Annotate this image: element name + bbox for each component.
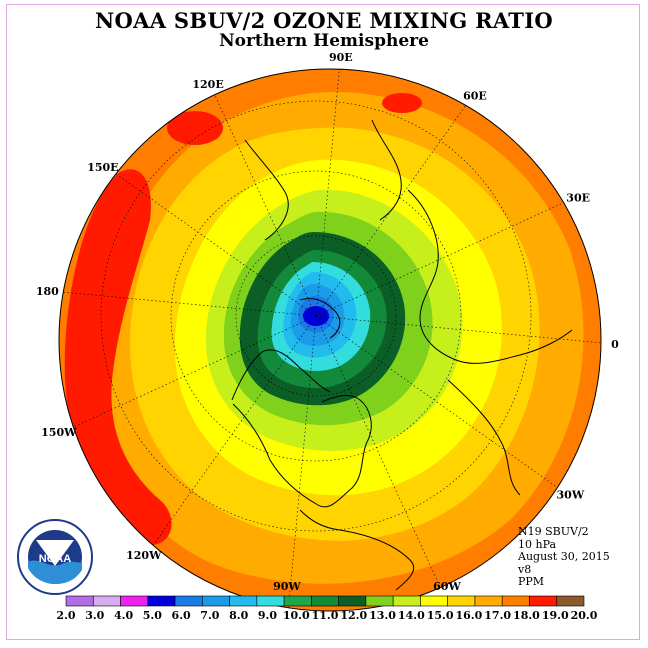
longitude-label-0: 90E bbox=[329, 51, 353, 64]
image-frame bbox=[6, 4, 640, 640]
meridian-0 bbox=[315, 69, 340, 317]
meridian-11 bbox=[214, 94, 317, 317]
colorbar-swatch-9 bbox=[311, 595, 339, 607]
colorbar-swatch-15 bbox=[474, 595, 503, 607]
colorbar-swatch-0 bbox=[65, 595, 94, 607]
meridian-6 bbox=[288, 315, 317, 608]
units-label: PPM bbox=[518, 575, 545, 588]
noaa-logo-text: NOAA bbox=[39, 553, 71, 565]
meridian-10 bbox=[115, 173, 317, 317]
colorbar-swatch-14 bbox=[447, 595, 476, 607]
meridian-5 bbox=[315, 315, 441, 588]
longitude-label-3: 0 bbox=[611, 338, 619, 351]
colorbar-tick-14: 16.0 bbox=[455, 609, 483, 622]
colorbar-swatch-5 bbox=[202, 595, 230, 607]
map-boundary bbox=[58, 68, 602, 612]
meridian-1 bbox=[315, 105, 466, 317]
colorbar-tick-12: 14.0 bbox=[397, 609, 425, 622]
info-block: N19 SBUV/2 10 hPa August 30, 2015 v8 PPM bbox=[518, 525, 610, 589]
colorbar-tick-4: 6.0 bbox=[171, 609, 191, 622]
longitude-label-4: 30W bbox=[557, 488, 585, 501]
colorbar-swatch-3 bbox=[147, 595, 176, 607]
colorbar-swatch-10 bbox=[338, 595, 367, 607]
colorbar-tick-0: 2.0 bbox=[56, 609, 76, 622]
version-label: v8 bbox=[518, 562, 532, 576]
meridian-8 bbox=[73, 315, 317, 428]
pressure-label: 10 hPa bbox=[518, 537, 557, 551]
colorbar-tick-16: 18.0 bbox=[513, 609, 540, 622]
colorbar-swatch-13 bbox=[420, 595, 448, 607]
colorbar-swatch-12 bbox=[392, 595, 421, 607]
longitude-label-11: 120E bbox=[192, 78, 223, 91]
longitude-label-8: 150W bbox=[41, 426, 77, 439]
colorbar-tick-1: 3.0 bbox=[85, 609, 105, 622]
colorbar bbox=[65, 595, 585, 607]
colorbar-tick-2: 4.0 bbox=[113, 609, 134, 622]
colorbar-tick-5: 7.0 bbox=[200, 609, 220, 622]
instrument-label: N19 SBUV/2 bbox=[518, 525, 589, 538]
longitude-label-2: 30E bbox=[566, 192, 590, 205]
colorbar-swatch-4 bbox=[174, 595, 203, 607]
longitude-label-10: 150E bbox=[87, 161, 118, 174]
colorbar-swatch-17 bbox=[529, 595, 558, 607]
colorbar-swatch-7 bbox=[256, 595, 285, 607]
colorbar-tick-3: 5.0 bbox=[142, 609, 162, 622]
colorbar-swatch-1 bbox=[92, 595, 121, 607]
colorbar-swatch-16 bbox=[501, 595, 530, 607]
colorbar-swatch-6 bbox=[229, 595, 258, 607]
longitude-label-9: 180 bbox=[36, 285, 59, 298]
colorbar-tick-9: 11.0 bbox=[311, 609, 339, 622]
map-subtitle: Northern Hemisphere bbox=[219, 31, 429, 51]
colorbar-tick-18: 20.0 bbox=[570, 609, 598, 622]
noaa-logo-icon: NOAA bbox=[17, 519, 93, 595]
colorbar-tick-15: 17.0 bbox=[484, 609, 512, 622]
coastlines bbox=[231, 119, 573, 591]
meridian-7 bbox=[152, 315, 317, 546]
graticule bbox=[100, 100, 532, 532]
colorbar-tick-13: 15.0 bbox=[426, 609, 454, 622]
longitude-labels: 90E 60E 30E 0 30W 60W 90W 120W 150W 180 150E 120E bbox=[36, 51, 619, 593]
colorbar-tick-10: 12.0 bbox=[340, 609, 368, 622]
colorbar-swatch-11 bbox=[365, 595, 394, 607]
meridian-2 bbox=[315, 202, 564, 317]
longitude-label-5: 60W bbox=[433, 580, 461, 593]
colorbar-swatch-18 bbox=[556, 595, 585, 607]
colorbar-tick-8: 10.0 bbox=[282, 609, 310, 622]
date-label: August 30, 2015 bbox=[518, 550, 610, 563]
meridian-4 bbox=[315, 315, 558, 488]
map-title: NOAA SBUV/2 OZONE MIXING RATIO bbox=[95, 8, 553, 33]
colorbar-swatch-2 bbox=[120, 595, 149, 607]
noaa-logo: NOAA bbox=[16, 518, 94, 596]
longitude-label-7: 120W bbox=[126, 549, 162, 562]
longitude-label-1: 60E bbox=[463, 90, 487, 103]
colorbar-tick-17: 19.0 bbox=[541, 609, 569, 622]
meridian-lines bbox=[63, 69, 602, 608]
colorbar-tick-6: 8.0 bbox=[229, 609, 249, 622]
longitude-label-6: 90W bbox=[273, 580, 301, 593]
colorbar-tick-11: 13.0 bbox=[369, 609, 396, 622]
colorbar-swatch-8 bbox=[283, 595, 312, 607]
colorbar-tick-7: 9.0 bbox=[257, 609, 278, 622]
